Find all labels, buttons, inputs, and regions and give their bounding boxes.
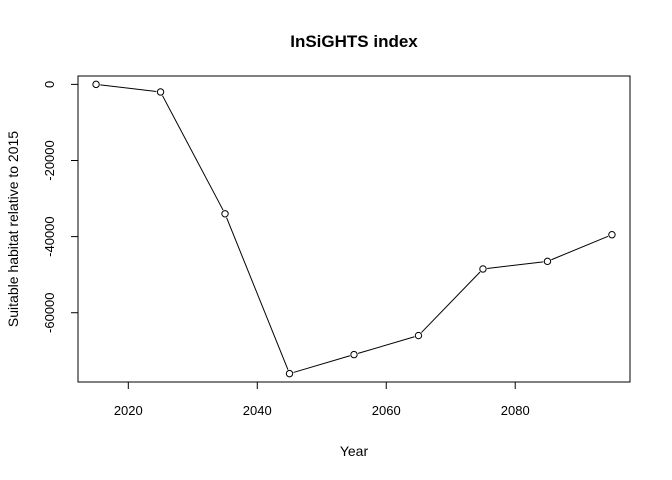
- y-axis-label: Suitable habitat relative to 2015: [5, 131, 21, 327]
- x-axis: 2020 2040 2060 2080: [114, 381, 530, 418]
- series-line-segment: [421, 271, 481, 333]
- series-line-segment: [487, 261, 544, 269]
- data-point: [414, 331, 423, 340]
- y-tick-label: -60000: [42, 292, 57, 332]
- series-line-segment: [226, 217, 289, 370]
- data-point: [479, 265, 487, 273]
- series-line-segment: [162, 95, 224, 211]
- series-layer: [92, 80, 616, 378]
- data-point: [608, 231, 616, 239]
- x-tick-label: 2040: [243, 403, 272, 418]
- y-axis: 0 -20000 -40000 -60000: [42, 81, 79, 333]
- data-point: [285, 369, 294, 378]
- series-line-segment: [293, 355, 351, 373]
- x-tick-label: 2020: [114, 403, 143, 418]
- data-point: [543, 257, 552, 266]
- series-line-segment: [100, 84, 157, 92]
- series-line-segment: [551, 235, 609, 261]
- chart-title: InSiGHTS index: [290, 32, 418, 51]
- data-point: [350, 350, 358, 359]
- x-tick-label: 2060: [372, 403, 401, 418]
- x-tick-label: 2080: [501, 403, 530, 418]
- data-point: [92, 80, 100, 89]
- x-axis-label: Year: [340, 443, 369, 459]
- data-point: [221, 210, 229, 218]
- y-tick-label: -40000: [42, 216, 57, 256]
- series-line-segment: [357, 336, 415, 354]
- y-tick-label: 0: [42, 81, 57, 88]
- y-tick-label: -20000: [42, 140, 57, 180]
- data-point: [156, 88, 165, 96]
